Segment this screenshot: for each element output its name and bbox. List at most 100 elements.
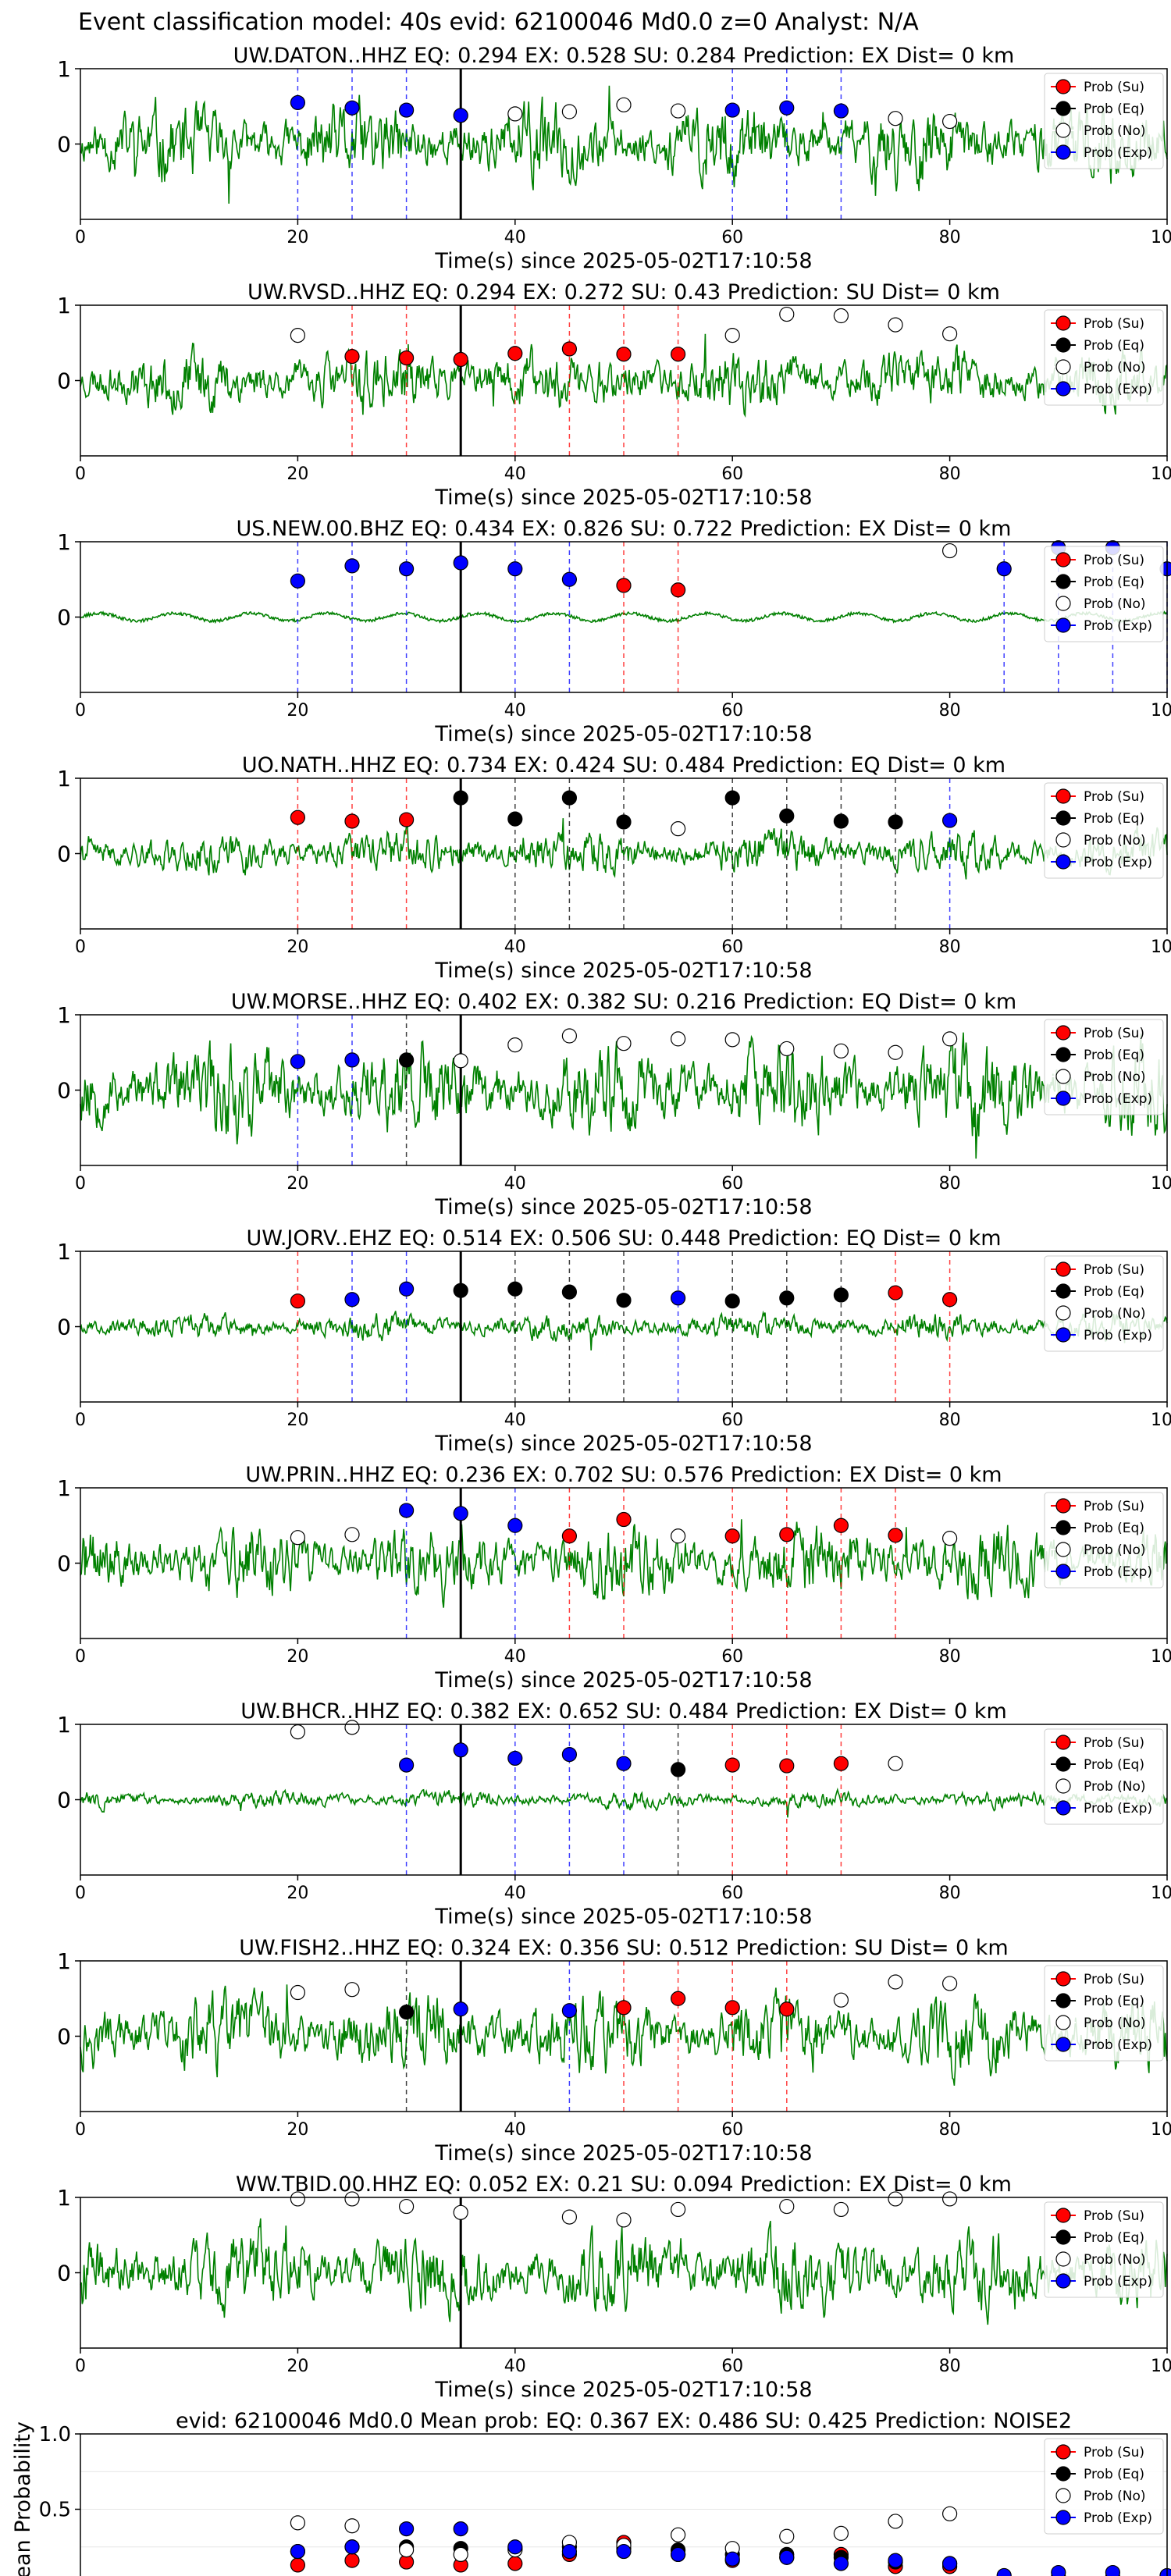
legend-label: Prob (Su) <box>1084 1026 1144 1041</box>
prob-point-no <box>941 1976 958 1991</box>
legend-label: Prob (Eq) <box>1084 2230 1144 2246</box>
y-tick-label: 0 <box>57 2024 71 2050</box>
prob-point-su <box>398 350 415 366</box>
prob-point-eq <box>616 1293 632 1308</box>
legend-box <box>1044 2201 1164 2298</box>
prob-point-exp <box>561 2003 578 2019</box>
prob-point-su <box>779 1758 795 1774</box>
x-tick-label: 0 <box>75 1647 86 1667</box>
legend-marker <box>1055 315 1071 331</box>
panel-title: evid: 62100046 Md0.0 Mean prob: EQ: 0.36… <box>176 2409 1072 2433</box>
legend-label: Prob (No) <box>1084 123 1146 139</box>
prob-point-exp <box>398 561 415 577</box>
legend-marker <box>1055 2273 1071 2289</box>
legend-box <box>1044 1492 1164 1589</box>
mean-prob-point <box>398 2521 415 2537</box>
x-tick-label: 0 <box>75 1174 86 1194</box>
prob-point-no <box>888 1974 903 1990</box>
legend-label: Prob (Su) <box>1084 2445 1144 2460</box>
legend-label: Prob (Exp) <box>1084 1328 1152 1343</box>
x-tick-label: 100 <box>1151 1411 1171 1430</box>
prob-point-no <box>561 2209 578 2225</box>
prob-point-no <box>779 2198 795 2215</box>
legend-box <box>1044 73 1164 169</box>
x-axis-label: Time(s) since 2025-05-02T17:10:58 <box>434 486 812 510</box>
prob-point-no <box>616 1036 632 1051</box>
prob-point-no <box>888 1756 903 1771</box>
prob-point-eq <box>779 1290 795 1306</box>
x-tick-label: 20 <box>287 1647 308 1667</box>
x-tick-label: 100 <box>1151 464 1171 484</box>
prob-point-eq <box>398 2005 415 2020</box>
plot-frame <box>80 1251 1168 1403</box>
x-tick-label: 40 <box>504 2357 526 2376</box>
prob-point-su <box>941 1292 958 1308</box>
prob-point-no <box>941 543 958 559</box>
prob-point-exp <box>344 100 360 116</box>
prob-point-no <box>453 2204 468 2220</box>
legend-label: Prob (Su) <box>1084 1735 1144 1751</box>
prob-point-su <box>833 1756 849 1771</box>
legend-marker <box>1055 1025 1071 1041</box>
legend-label: Prob (Eq) <box>1084 1048 1144 1063</box>
legend-marker <box>1055 2466 1071 2482</box>
prob-point-eq <box>724 790 740 806</box>
probability-points <box>290 1503 958 1546</box>
legend-marker <box>1055 810 1071 826</box>
x-tick-label: 80 <box>939 1884 961 1903</box>
legend-marker <box>1055 552 1071 568</box>
legend-marker <box>1055 2251 1071 2267</box>
seismic-waveform <box>80 333 1168 418</box>
legend-label: Prob (Su) <box>1084 1499 1144 1514</box>
plot-frame <box>80 2433 1168 2576</box>
y-axis-label: Mean Probability <box>11 2421 35 2576</box>
mean-prob-point <box>941 2506 958 2521</box>
x-tick-label: 20 <box>287 938 308 957</box>
y-tick-label: 0 <box>57 132 71 158</box>
prob-point-su <box>507 346 523 361</box>
legend-label: Prob (Eq) <box>1084 1994 1144 2009</box>
prob-point-no <box>670 2201 686 2218</box>
legend-marker <box>1055 788 1071 804</box>
legend-label: Prob (Exp) <box>1084 1564 1152 1580</box>
prob-point-no <box>888 317 903 333</box>
prob-point-no <box>561 1028 578 1044</box>
legend-label: Prob (Exp) <box>1084 2037 1152 2053</box>
x-tick-label: 40 <box>504 228 526 247</box>
prob-point-eq <box>833 813 849 829</box>
mean-prob-point <box>888 2553 903 2568</box>
legend-label: Prob (Eq) <box>1084 2467 1144 2482</box>
legend-marker <box>1055 79 1071 94</box>
legend-label: Prob (Exp) <box>1084 382 1152 397</box>
prob-point-su <box>344 349 360 365</box>
x-tick-label: 60 <box>721 701 743 720</box>
prob-point-no <box>941 1031 958 1047</box>
prob-point-su <box>888 1528 903 1543</box>
prob-point-su <box>724 1757 740 1773</box>
mean-prob-point <box>290 2543 305 2560</box>
y-tick-label: 0 <box>57 841 71 867</box>
prob-point-no <box>344 1527 360 1542</box>
prob-point-no <box>779 306 795 322</box>
seismic-waveform <box>80 1519 1168 1608</box>
prob-point-no <box>888 1044 903 1060</box>
legend-marker <box>1055 2229 1071 2245</box>
prob-point-exp <box>996 561 1012 577</box>
panel-title: UW.FISH2..HHZ EQ: 0.324 EX: 0.356 SU: 0.… <box>239 1936 1009 1960</box>
legend-marker <box>1055 1047 1071 1062</box>
panel-title: WW.TBID.00.HHZ EQ: 0.052 EX: 0.21 SU: 0.… <box>236 2172 1012 2197</box>
prob-point-su <box>888 1285 903 1300</box>
x-tick-label: 20 <box>287 228 308 247</box>
mean-prob-point <box>453 2521 468 2537</box>
legend-label: Prob (Exp) <box>1084 2510 1152 2526</box>
x-tick-label: 60 <box>721 1411 743 1430</box>
x-tick-label: 100 <box>1151 938 1171 957</box>
x-tick-label: 100 <box>1151 1174 1171 1194</box>
plot-area <box>80 1961 1167 2112</box>
prob-point-no <box>290 2191 305 2207</box>
x-tick-label: 80 <box>939 2120 961 2140</box>
prob-point-no <box>833 2201 849 2218</box>
x-tick-label: 80 <box>939 701 961 720</box>
panel-mean-probability: evid: 62100046 Md0.0 Mean prob: EQ: 0.36… <box>11 2409 1171 2576</box>
prob-point-no <box>398 2198 415 2215</box>
